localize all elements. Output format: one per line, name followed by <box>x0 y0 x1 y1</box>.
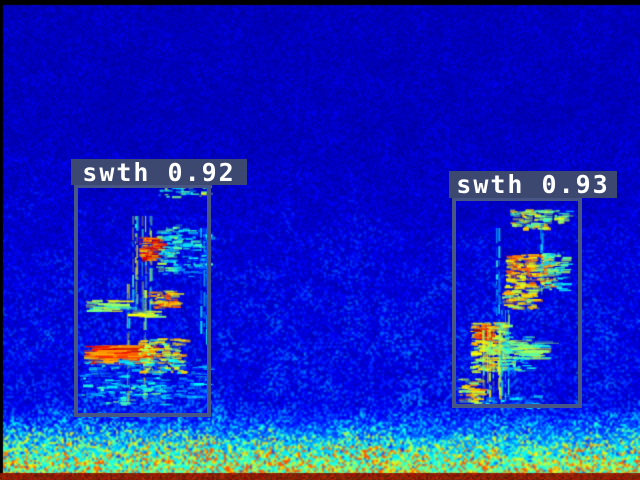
detection-label-2: swth 0.93 <box>449 171 617 198</box>
detection-box-2 <box>452 197 582 408</box>
detection-box-1 <box>74 184 211 417</box>
detection-label-text-2: swth 0.93 <box>456 170 610 199</box>
detection-label-1: swth 0.92 <box>71 159 247 185</box>
detection-label-text-1: swth 0.92 <box>82 157 236 187</box>
